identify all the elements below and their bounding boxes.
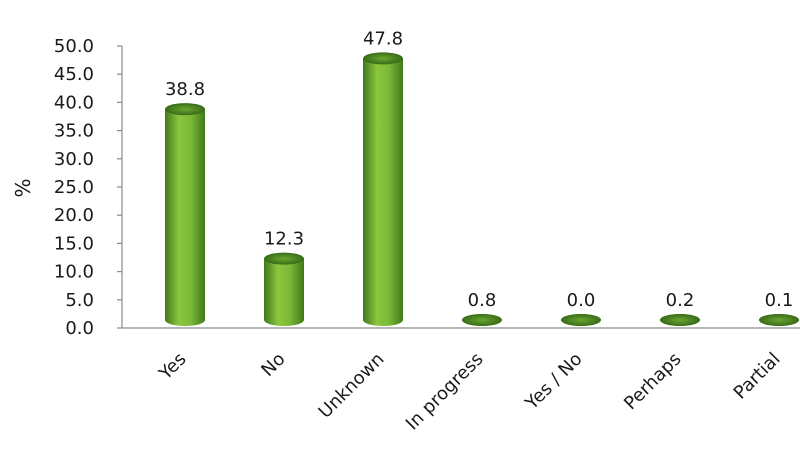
y-tick-label: 25.0 xyxy=(54,177,94,198)
bar-body xyxy=(363,58,403,327)
data-label: 0.2 xyxy=(666,290,695,311)
bar xyxy=(363,52,403,327)
data-label: 0.1 xyxy=(765,290,794,311)
bar-top xyxy=(759,313,799,326)
bar xyxy=(561,313,601,326)
data-label: 38.8 xyxy=(165,79,205,100)
y-axis-ticks: 0.0 5.0 10.0 15.0 20.0 25.0 30.0 35.0 40.0 45.0 50… xyxy=(54,36,122,339)
category-label: No xyxy=(257,349,289,381)
bars-group xyxy=(165,52,799,327)
y-tick-label: 15.0 xyxy=(54,233,94,254)
category-label: In progress xyxy=(402,349,488,435)
y-tick-label: 40.0 xyxy=(54,92,94,113)
bar-top xyxy=(462,313,502,326)
data-label: 47.8 xyxy=(363,28,403,49)
category-label: Yes / No xyxy=(521,349,587,415)
bar xyxy=(462,313,502,326)
bar xyxy=(165,103,205,326)
category-label: Perhaps xyxy=(620,349,685,414)
category-label: Unknown xyxy=(315,349,389,423)
y-tick-label: 20.0 xyxy=(54,205,94,226)
y-tick-label: 35.0 xyxy=(54,121,94,142)
bar-top xyxy=(363,52,403,65)
bar-body xyxy=(264,258,304,326)
bar-top xyxy=(165,103,205,116)
bar xyxy=(264,252,304,326)
data-labels-group: 38.8 12.3 47.8 0.8 0.0 0.2 0.1 xyxy=(165,28,793,311)
y-tick-label: 5.0 xyxy=(65,290,94,311)
y-tick-label: 10.0 xyxy=(54,262,94,283)
y-tick-label: 0.0 xyxy=(65,318,94,339)
y-tick-label: 50.0 xyxy=(54,36,94,57)
data-label: 0.0 xyxy=(567,290,596,311)
bar-body xyxy=(165,109,205,326)
category-label: Partial xyxy=(730,349,785,404)
bar-top xyxy=(660,313,700,326)
bar xyxy=(660,313,700,326)
bar-top xyxy=(264,252,304,265)
data-label: 0.8 xyxy=(468,290,497,311)
y-axis-title: % xyxy=(11,178,35,197)
bar xyxy=(759,313,799,326)
data-label: 12.3 xyxy=(264,229,304,250)
category-labels-group: Yes No Unknown In progress Yes / No Perhaps Pa… xyxy=(154,349,784,435)
category-label: Yes xyxy=(154,349,190,385)
y-tick-label: 45.0 xyxy=(54,64,94,85)
bar-top xyxy=(561,313,601,326)
y-tick-label: 30.0 xyxy=(54,149,94,170)
